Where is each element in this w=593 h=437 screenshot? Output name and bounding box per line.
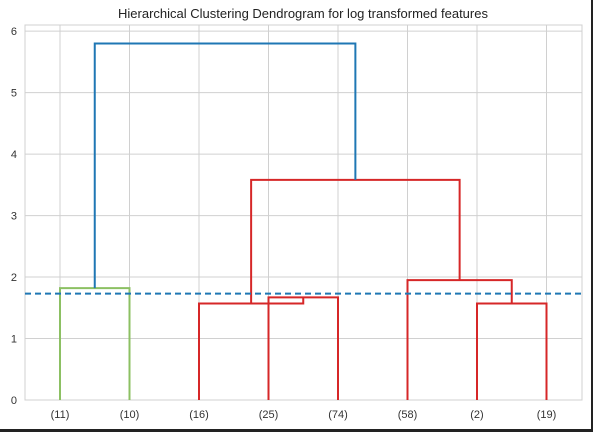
y-tick-label: 0 [11, 395, 17, 407]
leaf-label: (19) [537, 409, 557, 421]
leaf-label: (16) [189, 409, 209, 421]
y-tick-label: 4 [11, 149, 17, 161]
chart-title: Hierarchical Clustering Dendrogram for l… [118, 6, 488, 21]
dendrogram-link [93, 42, 357, 289]
y-tick-label: 2 [11, 272, 17, 284]
dendrogram-link [267, 296, 339, 400]
dendrogram-link [59, 287, 131, 400]
leaf-label: (25) [259, 409, 279, 421]
leaf-label: (58) [398, 409, 418, 421]
leaf-label: (2) [470, 409, 483, 421]
plot-area-border [24, 24, 583, 401]
y-tick-label: 5 [11, 88, 17, 100]
leaf-label: (11) [51, 409, 70, 421]
leaf-label: (74) [328, 409, 348, 421]
y-tick-label: 6 [11, 26, 17, 38]
leaf-label: (10) [120, 409, 140, 421]
dendrogram-link [476, 302, 548, 400]
y-tick-label: 3 [11, 211, 17, 223]
dendrogram-link [198, 297, 305, 400]
dendrogram-link [250, 178, 461, 304]
y-tick-label: 1 [11, 334, 17, 346]
dendrogram-link [406, 279, 513, 400]
